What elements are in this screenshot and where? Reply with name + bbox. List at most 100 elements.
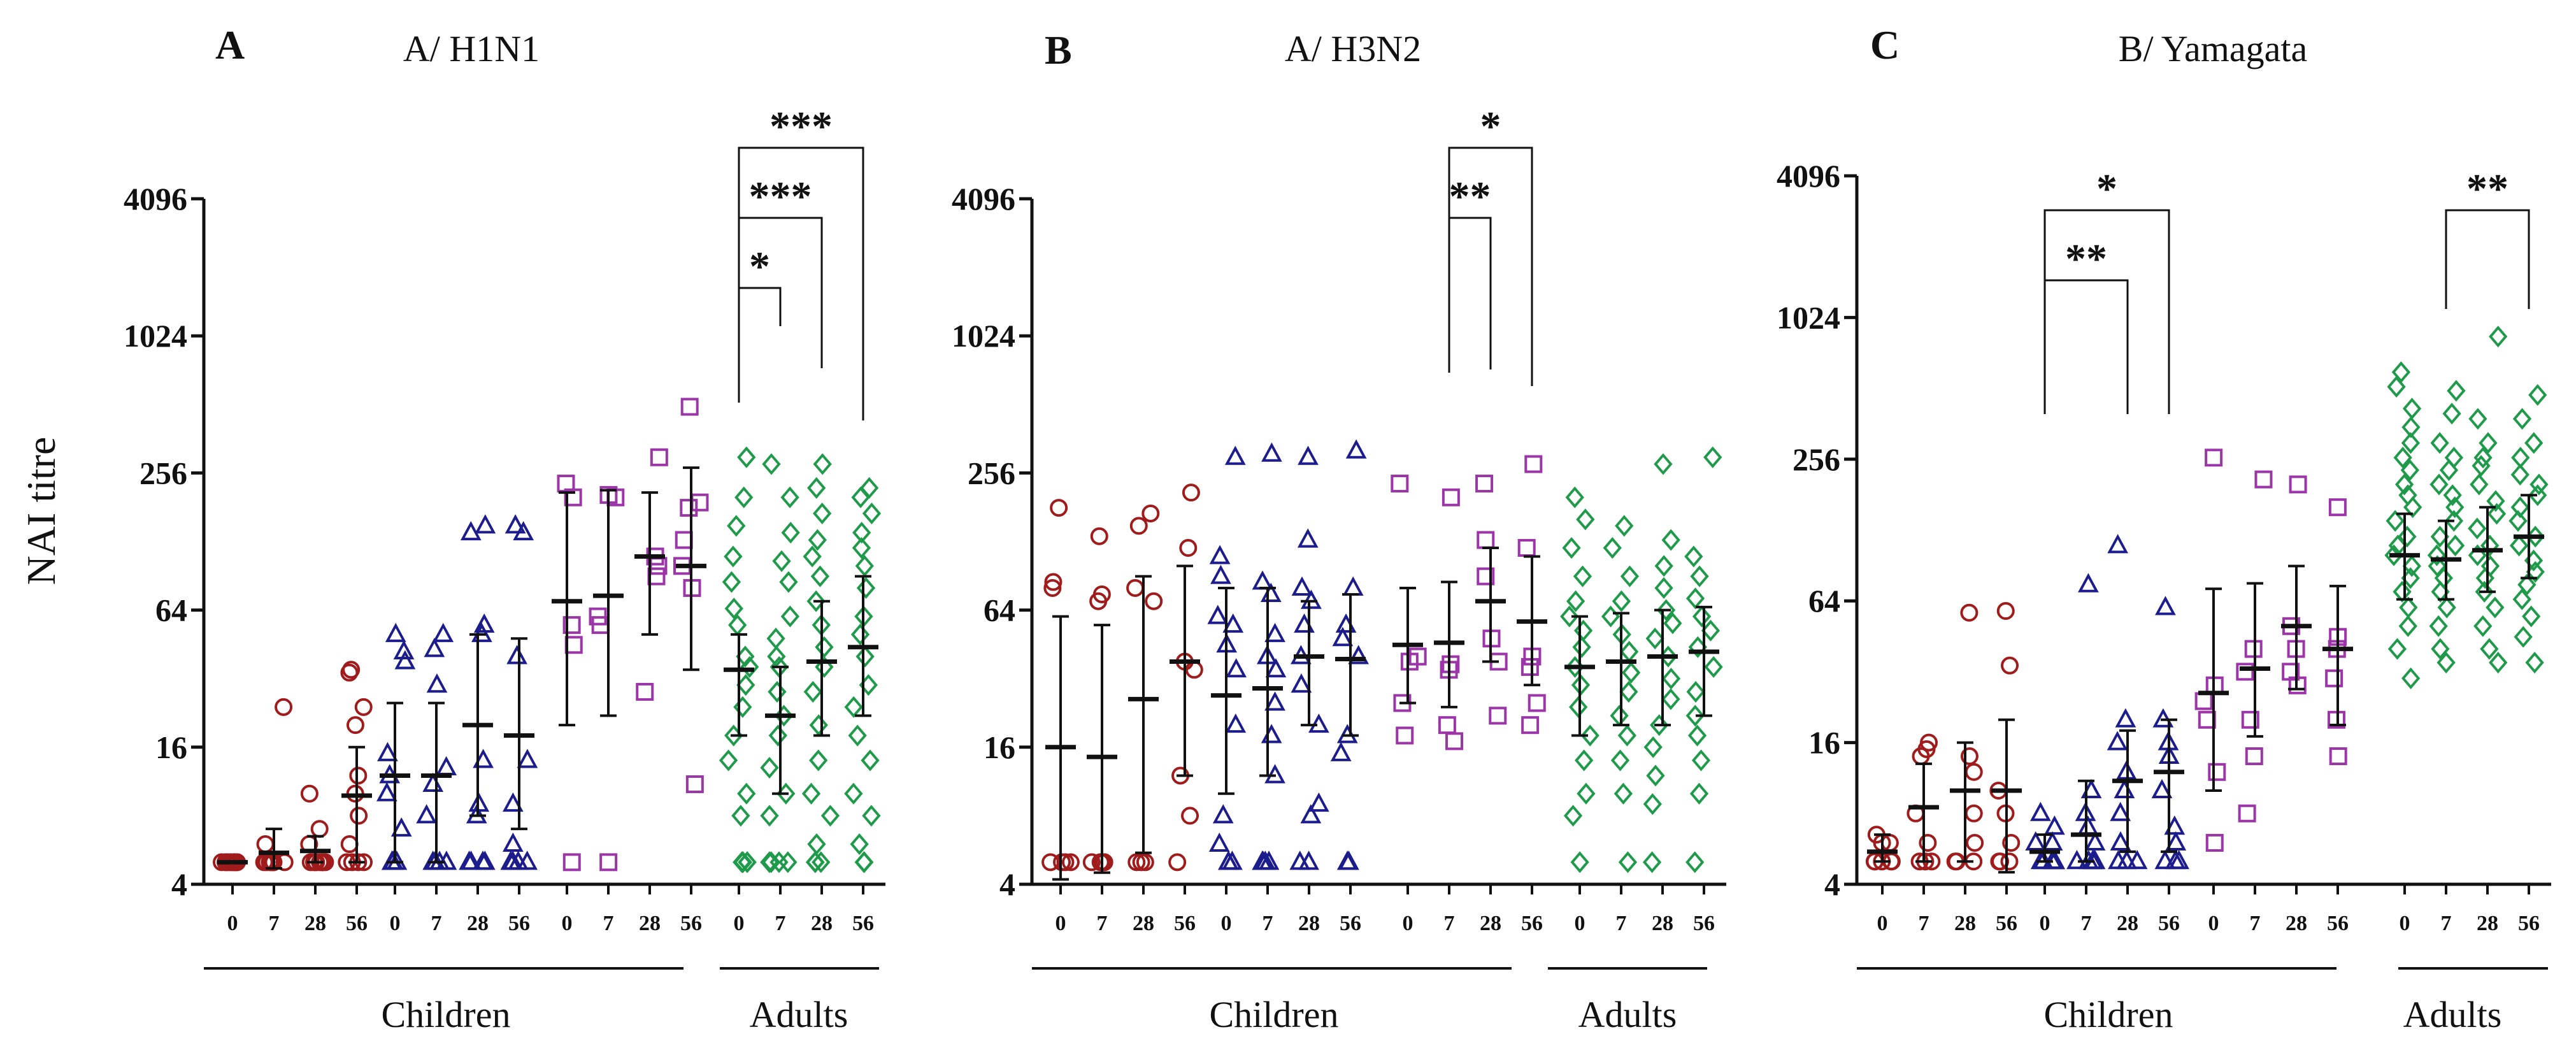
panel-b-point bbox=[1261, 442, 1282, 462]
panel-a-point bbox=[733, 851, 752, 873]
panel-a-ytick-label: 64 bbox=[155, 592, 187, 628]
panel-b-point bbox=[1082, 853, 1101, 872]
panel-c-point bbox=[2444, 447, 2464, 469]
panel-c-point bbox=[2205, 449, 2223, 467]
panel-c-point bbox=[2489, 651, 2508, 674]
panel-c-point bbox=[2205, 833, 2224, 852]
panel-a-ytick-label: 1024 bbox=[124, 318, 187, 354]
panel-b-point bbox=[1332, 627, 1354, 647]
panel-a-point bbox=[768, 680, 787, 703]
panel-a-point bbox=[340, 835, 359, 854]
panel-c-xtick-label: 7 bbox=[2081, 912, 2092, 935]
panel-b-point bbox=[1127, 853, 1146, 872]
panel-b-point bbox=[1291, 576, 1313, 596]
panel-a-point bbox=[813, 502, 832, 525]
panel-a-point bbox=[762, 453, 781, 475]
panel-b-xtick-label: 56 bbox=[1174, 912, 1196, 935]
panel-c-point bbox=[2429, 473, 2449, 496]
panel-b-point bbox=[1298, 445, 1319, 465]
panel-b-point bbox=[1489, 707, 1507, 725]
panel-b-point bbox=[1129, 517, 1148, 535]
panel-a-xtick-label: 28 bbox=[304, 912, 326, 935]
panel-c-point bbox=[2126, 850, 2148, 870]
panel-b-point bbox=[1684, 545, 1703, 568]
panel-a-point bbox=[848, 724, 867, 747]
panel-b-point bbox=[1704, 656, 1723, 678]
panel-b-point bbox=[1222, 613, 1244, 633]
panel-b-group-label-adults: Adults bbox=[1578, 994, 1677, 1035]
panel-a-point bbox=[506, 645, 527, 664]
panel-c-point bbox=[2399, 596, 2418, 619]
panel-c-ytick-label: 64 bbox=[1808, 583, 1840, 619]
panel-c-point bbox=[2393, 447, 2412, 469]
panel-a-point bbox=[805, 851, 825, 873]
panel-a-point bbox=[803, 545, 822, 568]
panel-c-point bbox=[2151, 779, 2173, 799]
panel-c-point bbox=[2110, 831, 2131, 850]
panel-b-significance-bracket bbox=[1448, 147, 1533, 386]
panel-c-point bbox=[2473, 447, 2493, 469]
panel-a-point bbox=[855, 645, 875, 668]
panel-b-point bbox=[1528, 694, 1546, 712]
panel-c-point bbox=[2282, 663, 2300, 681]
panel-b-point bbox=[1179, 539, 1198, 557]
panel-a-ytick-label: 4 bbox=[171, 866, 187, 902]
panel-c-ytick-label: 4096 bbox=[1777, 158, 1840, 194]
panel-b-point bbox=[1566, 590, 1585, 612]
panel-a-point bbox=[815, 656, 834, 678]
panel-b-point bbox=[1477, 531, 1495, 549]
panel-b-point bbox=[1222, 850, 1243, 870]
panel-c-xtick-label: 56 bbox=[2327, 912, 2349, 935]
panel-c-point bbox=[2487, 503, 2507, 525]
panel-c-point bbox=[2427, 544, 2447, 566]
panel-c-point bbox=[2514, 626, 2533, 648]
panel-b-point bbox=[1168, 853, 1187, 872]
panel-a-point bbox=[766, 628, 785, 650]
panel-a-point bbox=[502, 792, 524, 812]
panel-a-point bbox=[680, 499, 698, 517]
panel-c-point bbox=[2042, 831, 2063, 850]
panel-c-xtick-label: 7 bbox=[2250, 912, 2261, 935]
panel-b-point bbox=[1396, 726, 1414, 745]
panel-a-group-label-adults: Adults bbox=[750, 994, 848, 1035]
panel-a-significance-label: * bbox=[749, 243, 770, 290]
panel-c-xtick-label: 56 bbox=[1996, 912, 2017, 935]
panel-c-point bbox=[2391, 361, 2411, 384]
panel-c-xtick-label: 7 bbox=[1919, 912, 1929, 935]
panel-c-point bbox=[2244, 640, 2263, 658]
panel-b-point bbox=[1521, 657, 1539, 676]
panel-c-point bbox=[2327, 710, 2345, 729]
panel-c-point bbox=[2398, 526, 2417, 548]
panel-a-point bbox=[738, 851, 757, 873]
panel-a-xtick-label: 56 bbox=[852, 912, 874, 935]
panel-a-point bbox=[390, 817, 412, 837]
panel-a-point bbox=[731, 805, 750, 827]
panel-c-point bbox=[2236, 663, 2254, 681]
panel-a-xtick-label: 56 bbox=[508, 912, 530, 935]
panel-a-point bbox=[737, 782, 756, 805]
panel-a-point bbox=[772, 550, 791, 572]
panel-b-group-label-children: Children bbox=[1210, 994, 1339, 1035]
panel-c-point bbox=[2329, 747, 2347, 766]
panel-b-point bbox=[1614, 782, 1633, 805]
panel-b-point bbox=[1335, 613, 1357, 633]
panel-b-point bbox=[1521, 716, 1540, 735]
panel-b-point bbox=[1622, 661, 1641, 684]
panel-c-point bbox=[1920, 733, 1938, 752]
panel-c-point bbox=[2480, 555, 2500, 577]
panel-b-point bbox=[1061, 853, 1080, 872]
panel-b-point bbox=[1661, 668, 1681, 690]
panel-b-point bbox=[1620, 565, 1640, 587]
panel-a-point bbox=[850, 833, 869, 856]
panel-a-point bbox=[354, 698, 373, 716]
panel-c-point bbox=[1960, 747, 1979, 766]
panel-a-point bbox=[728, 614, 747, 636]
panel-a-point bbox=[562, 616, 581, 635]
panel-a-point bbox=[310, 820, 329, 838]
panel-b-point bbox=[1661, 529, 1680, 551]
panel-a-point bbox=[737, 446, 756, 468]
panel-b-point bbox=[1661, 688, 1680, 710]
panel-c-point bbox=[2154, 850, 2176, 870]
panel-c-point bbox=[2489, 326, 2508, 348]
panel-b-point bbox=[1141, 504, 1160, 522]
